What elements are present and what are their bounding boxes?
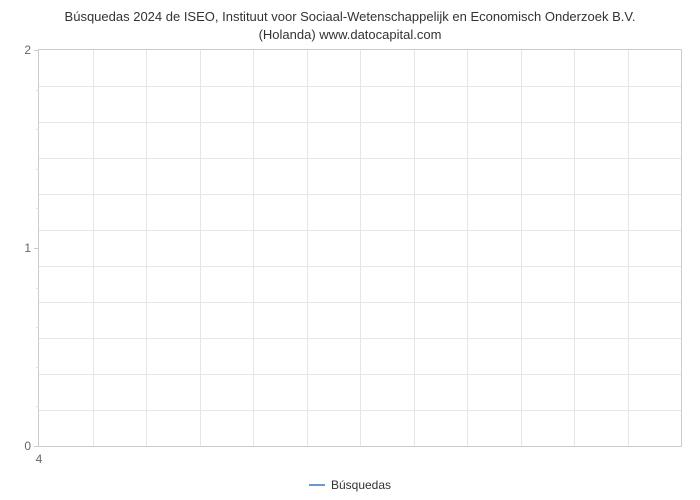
legend: Búsquedas bbox=[0, 477, 700, 492]
y-minor-tick bbox=[36, 406, 39, 407]
v-gridline bbox=[146, 50, 147, 446]
v-gridline bbox=[200, 50, 201, 446]
y-minor-tick bbox=[36, 288, 39, 289]
plot-area: 0124 bbox=[38, 49, 682, 447]
v-gridline bbox=[414, 50, 415, 446]
y-minor-tick bbox=[36, 327, 39, 328]
v-gridline bbox=[521, 50, 522, 446]
y-minor-tick bbox=[36, 129, 39, 130]
y-tick-label: 2 bbox=[24, 43, 31, 57]
y-tick-label: 0 bbox=[24, 439, 31, 453]
chart-title-line1: Búsquedas 2024 de ISEO, Instituut voor S… bbox=[65, 9, 636, 24]
x-tick-label: 4 bbox=[36, 452, 43, 466]
chart-title-line2: (Holanda) www.datocapital.com bbox=[259, 27, 442, 42]
v-gridline bbox=[574, 50, 575, 446]
y-tick-mark bbox=[34, 446, 39, 447]
y-tick-mark bbox=[34, 248, 39, 249]
y-tick-mark bbox=[34, 50, 39, 51]
y-minor-tick bbox=[36, 169, 39, 170]
y-tick-label: 1 bbox=[24, 241, 31, 255]
y-minor-tick bbox=[36, 90, 39, 91]
v-gridline bbox=[307, 50, 308, 446]
v-gridline bbox=[253, 50, 254, 446]
y-minor-tick bbox=[36, 367, 39, 368]
v-gridline bbox=[467, 50, 468, 446]
chart-container: Búsquedas 2024 de ISEO, Instituut voor S… bbox=[0, 8, 700, 447]
v-gridline bbox=[93, 50, 94, 446]
v-gridline bbox=[628, 50, 629, 446]
v-gridline bbox=[360, 50, 361, 446]
y-minor-tick bbox=[36, 208, 39, 209]
legend-label: Búsquedas bbox=[331, 478, 391, 492]
plot-wrap: 0124 bbox=[38, 49, 682, 447]
legend-swatch bbox=[309, 484, 325, 486]
chart-title: Búsquedas 2024 de ISEO, Instituut voor S… bbox=[0, 8, 700, 49]
